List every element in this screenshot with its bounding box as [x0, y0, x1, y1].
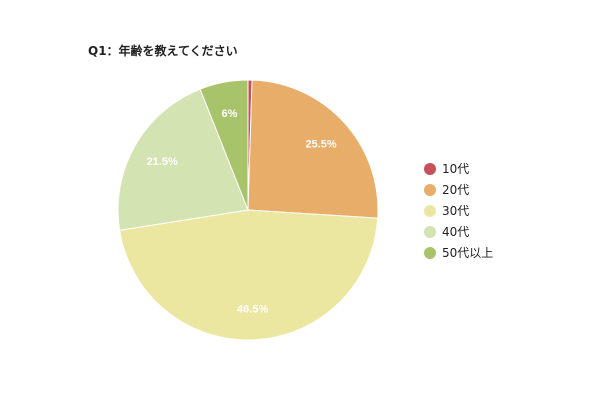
legend-swatch [424, 246, 436, 259]
legend-item-4: 40代 [424, 221, 493, 242]
legend-item-1: 10代 [424, 158, 493, 179]
pie-slice-5 [199, 79, 249, 211]
data-label-4: 21.5% [147, 156, 178, 168]
legend-label: 20代 [442, 183, 470, 197]
legend-item-2: 20代 [424, 179, 493, 200]
legend-item-3: 30代 [424, 200, 493, 221]
pie-slice-2 [247, 79, 379, 219]
pie-data-labels: 25.5% 46.5% 21.5% 6% [147, 108, 337, 316]
legend: 10代 20代 30代 40代 50代以上 [424, 158, 493, 263]
chart-title: Q1：年齢を教えてください [88, 44, 238, 58]
legend-swatch [424, 162, 436, 175]
legend-label: 10代 [442, 162, 470, 176]
pie-slice-4 [117, 88, 249, 231]
data-label-2: 25.5% [305, 139, 336, 151]
legend-label: 40代 [442, 225, 470, 239]
legend-swatch [424, 204, 436, 217]
data-label-5: 6% [222, 108, 238, 120]
legend-item-5: 50代以上 [424, 242, 493, 263]
legend-swatch [424, 225, 436, 238]
pie-slice-3 [119, 209, 379, 341]
data-label-3: 46.5% [237, 304, 268, 316]
pie-slices [117, 79, 379, 341]
legend-label: 30代 [442, 204, 470, 218]
legend-label: 50代以上 [442, 246, 494, 260]
legend-swatch [424, 183, 436, 196]
